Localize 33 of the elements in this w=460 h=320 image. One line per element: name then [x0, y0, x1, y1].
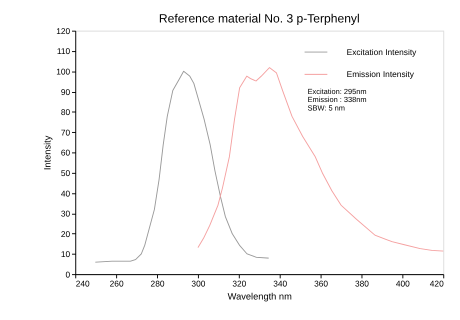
legend-label: Excitation Intensity — [346, 46, 418, 57]
y-tick-label: 110 — [56, 46, 71, 56]
x-tick-label: 260 — [110, 278, 124, 289]
y-axis-title: Intensity — [42, 135, 53, 170]
annotation: Emission : 338nm — [308, 95, 367, 104]
x-tick-label: 420 — [430, 278, 444, 289]
line-series — [197, 67, 444, 252]
y-tick-label: 10 — [60, 249, 70, 260]
y-tick-label: 40 — [60, 188, 70, 198]
annotation: Excitation: 295nm — [308, 86, 367, 96]
chart-title: Reference material No. 3 p-Terphenyl — [158, 11, 360, 26]
y-tick-label: 60 — [60, 148, 70, 158]
y-tick-label: 120 — [56, 26, 71, 36]
line-series — [94, 70, 270, 263]
x-tick-label: 240 — [76, 278, 90, 289]
x-tick-label: 320 — [232, 278, 247, 289]
legend-label: Emission Intensity — [346, 69, 415, 80]
x-tick-label: 280 — [150, 278, 165, 289]
y-tick-label: 70 — [60, 127, 70, 138]
x-tick-label: 300 — [191, 278, 206, 289]
x-tick-label: 400 — [396, 278, 410, 289]
y-tick-label: 20 — [60, 228, 70, 239]
y-tick-label: 100 — [56, 66, 71, 77]
annotation: SBW: 5 nm — [308, 104, 345, 113]
x-axis-title: Wavelength nm — [228, 292, 292, 302]
x-tick-label: 380 — [354, 278, 370, 289]
y-tick-label: 90 — [60, 86, 70, 97]
y-tick-label: 50 — [60, 168, 70, 178]
y-tick-label: 0 — [66, 269, 71, 280]
x-tick-label: 360 — [314, 278, 328, 289]
y-tick-label: 80 — [60, 107, 70, 118]
y-tick-label: 30 — [60, 208, 70, 219]
x-tick-label: 340 — [273, 278, 288, 289]
